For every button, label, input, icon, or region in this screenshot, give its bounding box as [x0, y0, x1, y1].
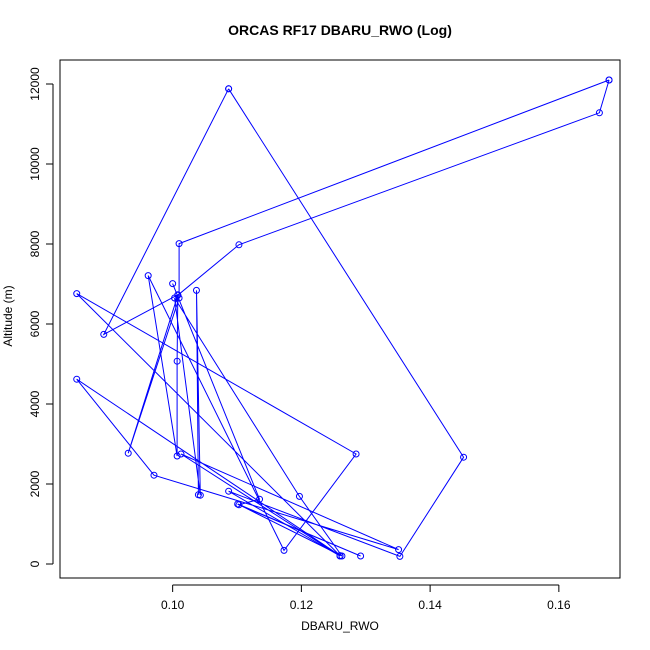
- plot-area: [59, 59, 621, 579]
- data-point: [396, 552, 404, 560]
- data-point: [225, 85, 233, 93]
- x-tick-label: 0.16: [547, 598, 571, 612]
- data-point: [295, 492, 303, 500]
- data-point: [124, 449, 132, 457]
- series-line: [172, 283, 361, 557]
- y-tick-label: 2000: [28, 470, 42, 497]
- x-tick-label: 0.12: [290, 598, 314, 612]
- data-point: [150, 471, 158, 479]
- data-point: [73, 375, 81, 383]
- series-line: [76, 88, 465, 558]
- y-axis: 0 2000 4000 6000 8000 10000 12000: [28, 67, 54, 567]
- y-tick-label: 6000: [28, 310, 42, 337]
- data-point: [175, 240, 183, 248]
- y-tick-label: 8000: [28, 230, 42, 257]
- series-3: [169, 280, 365, 560]
- series-layer: [73, 76, 613, 560]
- data-point: [256, 495, 264, 503]
- data-point: [173, 357, 181, 365]
- y-tick-label: 4000: [28, 390, 42, 417]
- data-point: [73, 290, 81, 298]
- data-point: [235, 241, 243, 249]
- data-point: [280, 546, 288, 554]
- data-point: [605, 76, 613, 84]
- data-point: [169, 280, 177, 288]
- data-point: [171, 294, 179, 302]
- chart-title: ORCAS RF17 DBARU_RWO (Log): [228, 22, 452, 38]
- y-tick-label: 0: [28, 560, 42, 567]
- data-point: [595, 109, 603, 117]
- data-point: [235, 501, 243, 509]
- data-point: [194, 491, 202, 499]
- x-axis: 0.10 0.12 0.14 0.16: [161, 584, 571, 612]
- data-point: [234, 500, 242, 508]
- data-point: [352, 450, 360, 458]
- x-tick-label: 0.14: [418, 598, 442, 612]
- data-point: [192, 286, 200, 294]
- data-point: [395, 546, 403, 554]
- data-point: [100, 330, 108, 338]
- x-tick-label: 0.10: [161, 598, 185, 612]
- data-point: [460, 453, 468, 461]
- data-point: [144, 272, 152, 280]
- data-point: [225, 487, 233, 495]
- x-axis-label: DBARU_RWO: [301, 619, 379, 633]
- data-point: [177, 450, 185, 458]
- y-tick-label: 10000: [28, 147, 42, 181]
- data-point: [338, 552, 346, 560]
- y-axis-label: Altitude (m): [1, 285, 15, 346]
- data-point: [173, 452, 181, 460]
- data-point: [357, 552, 365, 560]
- y-tick-label: 12000: [28, 67, 42, 101]
- series-line: [127, 79, 610, 454]
